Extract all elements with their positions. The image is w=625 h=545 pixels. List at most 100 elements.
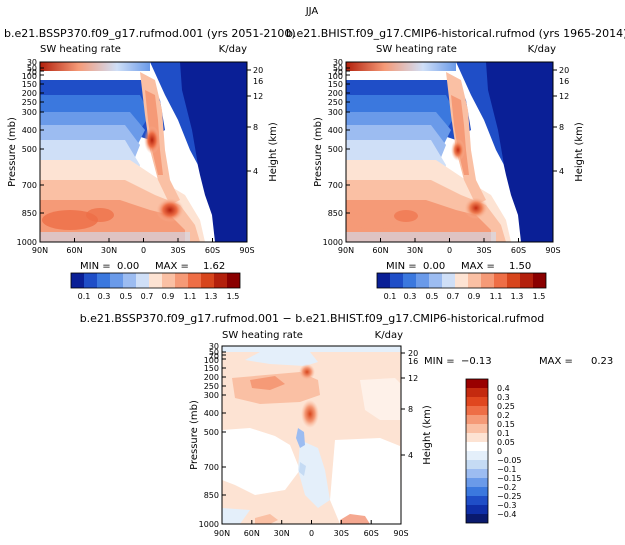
panel-1-xtick-label: 90N [32,246,48,255]
panel-1-ytick-label: 850 [22,209,37,218]
colorbar-diff-label: −0.1 [497,465,516,474]
panel-3-height-ticks: 20 16 12 8 4 [401,349,418,460]
colorbar-1-label: 0.5 [120,292,133,301]
panel-2-ytick-label: 150 [328,80,343,89]
colorbar-1-swatches [71,273,240,288]
colorbar-1-swatch [136,273,149,288]
colorbar-diff-swatch [466,451,488,460]
panel-3-ytick-label: 300 [204,391,219,400]
colorbar-1-swatch [123,273,136,288]
panel-3-ytick-label: 250 [204,382,219,391]
colorbar-2-swatch [390,273,403,288]
colorbar-2-swatch [520,273,533,288]
panel-3-min-value: −0.13 [461,356,492,367]
panel-3-ytick-label: 850 [204,491,219,500]
colorbar-1-swatch [110,273,123,288]
panel-2-height-label: 8 [559,123,564,132]
panel-2-height-label: 12 [559,92,569,101]
colorbar-2-swatch [468,273,481,288]
panel-2-title: b.e21.BHIST.f09_g17.CMIP6-historical.ruf… [286,27,625,40]
colorbar-diff-swatch [466,442,488,451]
colorbar-2-swatch [494,273,507,288]
panel-2-field-label: SW heating rate [376,44,457,55]
panel-3-height-label: 8 [408,405,413,414]
panel-2-ytick-label: 250 [328,98,343,107]
colorbar-1-swatch [214,273,227,288]
colorbar-2: 0.1 0.3 0.5 0.7 0.9 1.1 1.3 1.5 [376,272,547,301]
colorbar-2-label: 0.1 [384,292,397,301]
panel-1-max-value: 1.62 [203,261,225,272]
colorbar-2-label: 0.5 [426,292,439,301]
panel-2-units: K/day [528,44,556,55]
panel-3-max-label: MAX = [539,356,573,367]
panel-2-height-label: 4 [559,167,564,176]
colorbar-1-label: 1.5 [227,292,240,301]
panel-1-title: b.e21.BSSP370.f09_g17.rufmod.001 (yrs 20… [4,27,296,40]
panel-3-field [222,346,401,524]
panel-3-xtick-label: 60N [244,529,260,538]
panel-1-xtick-label: 60S [205,246,220,255]
panel-2-xtick-label: 90N [338,246,354,255]
colorbar-diff-swatch [466,505,488,514]
colorbar-2-swatch [442,273,455,288]
panel-2-xtick-label: 90S [545,246,560,255]
panel-3-height-label: 16 [408,357,418,366]
colorbar-1-swatch [149,273,162,288]
panel-2-ytick-label: 850 [328,209,343,218]
colorbar-diff: 0.4 0.3 0.25 0.2 0.15 0.1 0.05 0 −0.05 −… [465,378,522,524]
panel-2-ytick-label: 200 [328,89,343,98]
panel-2-min-value: 0.00 [423,261,445,272]
colorbar-diff-label: 0.3 [497,393,510,402]
colorbar-diff-label: 0.1 [497,429,510,438]
colorbar-2-swatch [377,273,390,288]
colorbar-diff-label: 0 [497,447,502,456]
colorbar-diff-label: 0.05 [497,438,515,447]
panel-3-height-label: 12 [408,374,418,383]
panel-2-field [346,62,553,242]
panel-3-ytick-label: 200 [204,373,219,382]
panel-2-ytick-label: 70 [333,68,343,77]
colorbar-diff-label: −0.3 [497,501,516,510]
panel-1-ytick-label: 50 [27,64,37,73]
panel-3-title: b.e21.BSSP370.f09_g17.rufmod.001 − b.e21… [80,312,545,325]
colorbar-diff-swatch [466,433,488,442]
colorbar-diff-swatch [466,469,488,478]
colorbar-2-swatch [533,273,546,288]
colorbar-1-swatch [71,273,84,288]
panel-2-ylabel-right: Height (km) [574,122,585,182]
panel-2-xtick-label: 60S [511,246,526,255]
colorbar-diff-swatches [466,379,488,523]
colorbar-2-swatch [481,273,494,288]
panel-3-height-label: 4 [408,451,413,460]
panel-3-ytick-label: 700 [204,463,219,472]
colorbar-2-label: 0.7 [447,292,460,301]
panel-1-ytick-label: 250 [22,98,37,107]
colorbar-2-swatch [403,273,416,288]
colorbar-diff-label: −0.15 [497,474,522,483]
panel-1-units: K/day [219,44,247,55]
panel-2-max-value: 1.50 [509,261,531,272]
colorbar-diff-swatch [466,388,488,397]
colorbar-diff-label: −0.4 [497,510,516,519]
colorbar-diff-label: −0.25 [497,492,522,501]
colorbar-1-label: 0.3 [98,292,111,301]
colorbar-diff-label: −0.05 [497,456,522,465]
colorbar-1-label: 1.3 [205,292,218,301]
colorbar-1: 0.1 0.3 0.5 0.7 0.9 1.1 1.3 1.5 [70,272,241,301]
panel-1-ytick-label: 300 [22,108,37,117]
colorbar-2-label: 0.9 [468,292,481,301]
panel-1-ytick-label: 30 [27,58,37,67]
colorbar-diff-swatch [466,424,488,433]
panel-3-ytick-label: 70 [209,352,219,361]
colorbar-diff-swatch [466,514,488,523]
panel-1-xtick-label: 90S [239,246,254,255]
panel-2-ytick-label: 30 [333,58,343,67]
panel-3-xtick-label: 90N [214,529,230,538]
colorbar-2-swatch [455,273,468,288]
panel-1-yticks: 30 50 70 100 150 200 250 300 400 500 700… [17,58,44,247]
colorbar-1-swatch [188,273,201,288]
panel-2-ytick-label: 700 [328,181,343,190]
panel-3-yticks: 30 50 70 100 150 200 250 300 400 500 700… [199,342,226,529]
panel-3-xtick-label: 90S [393,529,408,538]
panel-1-ytick-label: 400 [22,126,37,135]
